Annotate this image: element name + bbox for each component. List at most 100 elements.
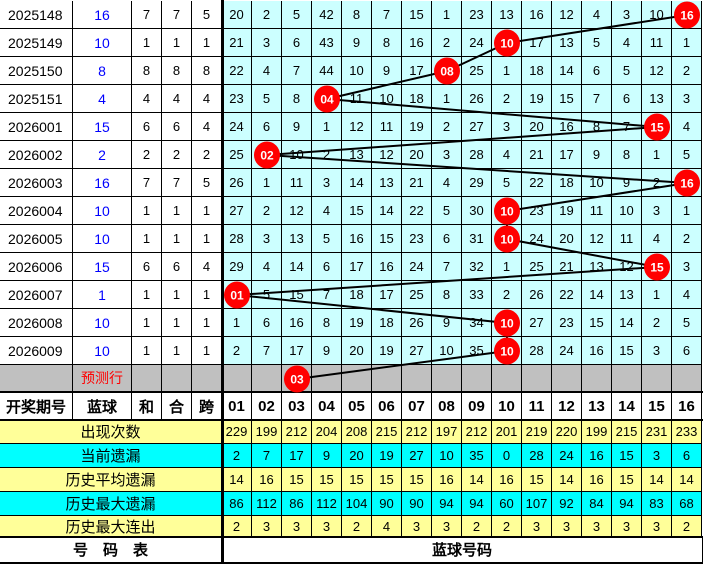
stat-value: 215 <box>612 420 642 444</box>
miss-cell: 22 <box>402 197 432 225</box>
miss-cell: 23 <box>222 85 252 113</box>
miss-cell: 11 <box>282 169 312 197</box>
miss-cell: 3 <box>642 197 672 225</box>
miss-cell: 17 <box>552 141 582 169</box>
ball-label: 01 <box>230 289 244 303</box>
stat-value: 60 <box>492 492 522 516</box>
miss-cell: 8 <box>342 1 372 29</box>
miss-cell: 16 <box>282 309 312 337</box>
stat-value: 9 <box>312 444 342 468</box>
miss-cell: 26 <box>522 281 552 309</box>
row-he: 4 <box>132 85 162 113</box>
stat-value: 7 <box>252 444 282 468</box>
predict-cell <box>582 365 612 392</box>
predict-cell <box>642 365 672 392</box>
stat-value: 86 <box>222 492 252 516</box>
miss-cell: 19 <box>342 309 372 337</box>
miss-cell: 42 <box>312 1 342 29</box>
row-period: 2026002 <box>0 141 73 169</box>
miss-cell: 1 <box>432 1 462 29</box>
stat-value: 28 <box>522 444 552 468</box>
miss-cell: 12 <box>582 225 612 253</box>
row-blue: 4 <box>73 85 132 113</box>
stat-value: 204 <box>312 420 342 444</box>
stat-value: 15 <box>612 468 642 492</box>
miss-cell: 8 <box>612 141 642 169</box>
miss-cell: 11 <box>342 85 372 113</box>
ball-label: 10 <box>500 37 514 51</box>
miss-cell: 5 <box>672 141 702 169</box>
miss-cell: 2 <box>672 225 702 253</box>
row-blue: 10 <box>73 309 132 337</box>
miss-cell: 1 <box>642 281 672 309</box>
ball-marker <box>494 309 520 337</box>
miss-cell: 9 <box>432 309 462 337</box>
trend-line <box>236 266 658 296</box>
miss-cell: 18 <box>372 309 402 337</box>
miss-cell: 14 <box>552 57 582 85</box>
predict-empty <box>132 365 162 392</box>
stat-value: 27 <box>402 444 432 468</box>
row-hewei: 1 <box>162 337 192 365</box>
stat-value: 15 <box>522 468 552 492</box>
divider <box>0 536 703 538</box>
miss-cell: 24 <box>522 225 552 253</box>
miss-cell: 2 <box>642 169 672 197</box>
trend-line <box>506 238 658 268</box>
trend-line <box>266 126 658 156</box>
stat-value: 14 <box>642 468 672 492</box>
miss-cell: 44 <box>312 57 342 85</box>
predict-label: 预测行 <box>73 365 132 392</box>
miss-cell: 7 <box>252 337 282 365</box>
stat-value: 15 <box>282 468 312 492</box>
stat-value: 15 <box>372 468 402 492</box>
row-hewei: 4 <box>162 85 192 113</box>
miss-cell: 17 <box>402 57 432 85</box>
ball-label: 02 <box>260 149 274 163</box>
miss-cell: 14 <box>612 309 642 337</box>
stat-value: 24 <box>552 444 582 468</box>
ball-label: 10 <box>500 205 514 219</box>
miss-cell: 16 <box>342 225 372 253</box>
stat-value: 229 <box>222 420 252 444</box>
ball-marker <box>674 1 700 29</box>
ball-label: 08 <box>440 65 454 79</box>
miss-cell: 20 <box>342 337 372 365</box>
miss-cell: 11 <box>642 29 672 57</box>
miss-cell: 16 <box>402 29 432 57</box>
stat-value: 17 <box>282 444 312 468</box>
miss-cell: 7 <box>582 85 612 113</box>
row-he: 1 <box>132 197 162 225</box>
miss-cell: 4 <box>672 281 702 309</box>
miss-cell: 4 <box>582 1 612 29</box>
miss-cell: 26 <box>222 169 252 197</box>
row-he: 1 <box>132 225 162 253</box>
trend-line <box>506 14 688 44</box>
trend-line <box>326 70 448 100</box>
row-period: 2026006 <box>0 253 73 281</box>
miss-cell: 7 <box>432 253 462 281</box>
row-period: 2025148 <box>0 1 73 29</box>
miss-cell: 6 <box>312 253 342 281</box>
miss-cell: 17 <box>282 337 312 365</box>
stat-value: 15 <box>612 444 642 468</box>
row-blue: 16 <box>73 1 132 29</box>
row-hewei: 2 <box>162 141 192 169</box>
miss-cell: 6 <box>432 225 462 253</box>
row-he: 8 <box>132 57 162 85</box>
ball-label: 16 <box>680 177 694 191</box>
miss-cell: 2 <box>312 141 342 169</box>
miss-cell: 23 <box>402 225 432 253</box>
row-blue: 10 <box>73 225 132 253</box>
miss-cell: 21 <box>222 29 252 57</box>
ball-marker <box>284 365 310 393</box>
ball-label: 10 <box>500 345 514 359</box>
miss-cell: 2 <box>492 281 522 309</box>
miss-cell: 1 <box>672 29 702 57</box>
row-he: 6 <box>132 253 162 281</box>
row-blue: 10 <box>73 197 132 225</box>
ball-marker <box>644 113 670 141</box>
stat-value: 20 <box>342 444 372 468</box>
stat-value: 14 <box>672 468 702 492</box>
miss-cell: 1 <box>312 113 342 141</box>
